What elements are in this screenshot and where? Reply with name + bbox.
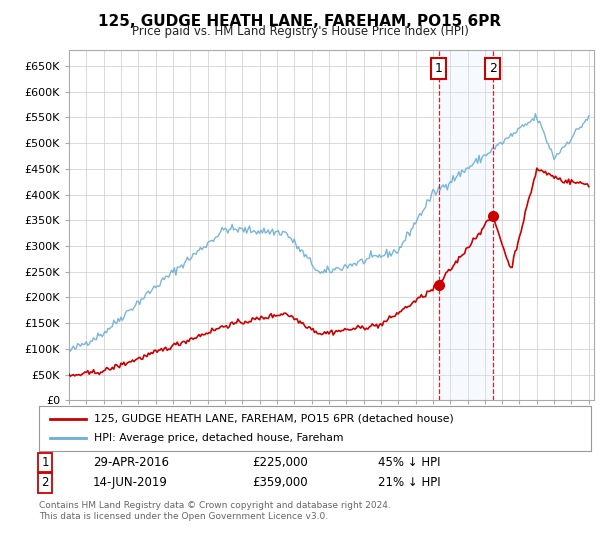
Bar [439, 50, 493, 400]
Text: £225,000: £225,000 [252, 456, 308, 469]
Text: £359,000: £359,000 [252, 476, 308, 489]
Text: HPI: Average price, detached house, Fareham: HPI: Average price, detached house, Fare… [94, 433, 344, 444]
Text: 125, GUDGE HEATH LANE, FAREHAM, PO15 6PR (detached house): 125, GUDGE HEATH LANE, FAREHAM, PO15 6PR… [94, 413, 454, 423]
Text: 2: 2 [41, 476, 49, 489]
Text: Price paid vs. HM Land Registry's House Price Index (HPI): Price paid vs. HM Land Registry's House … [131, 25, 469, 38]
Text: 1: 1 [41, 456, 49, 469]
Text: 125, GUDGE HEATH LANE, FAREHAM, PO15 6PR: 125, GUDGE HEATH LANE, FAREHAM, PO15 6PR [98, 14, 502, 29]
Text: 45% ↓ HPI: 45% ↓ HPI [378, 456, 440, 469]
Text: Contains HM Land Registry data © Crown copyright and database right 2024.
This d: Contains HM Land Registry data © Crown c… [39, 501, 391, 521]
Text: 2: 2 [489, 62, 497, 75]
Text: 21% ↓ HPI: 21% ↓ HPI [378, 476, 440, 489]
Text: 1: 1 [434, 62, 443, 75]
Text: 14-JUN-2019: 14-JUN-2019 [93, 476, 168, 489]
Text: 29-APR-2016: 29-APR-2016 [93, 456, 169, 469]
